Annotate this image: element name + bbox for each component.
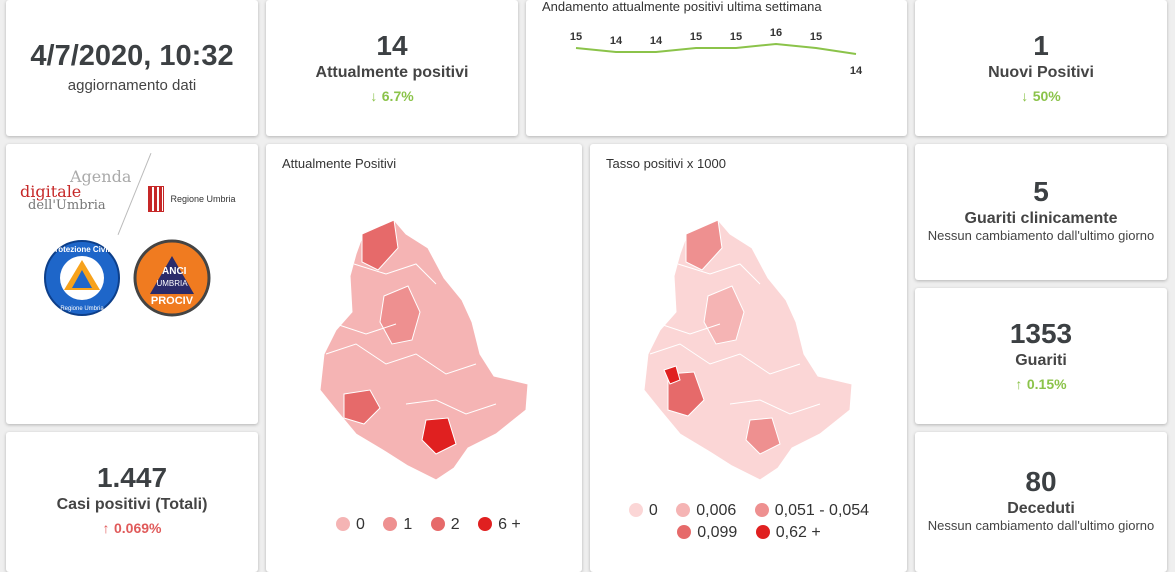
trend-card: Andamento attualmente positivi ultima se…	[526, 0, 907, 136]
arrow-down-icon: ↓	[1021, 88, 1029, 104]
current-positive-change: ↓ 6.7%	[266, 88, 518, 106]
trend-point-label: 14	[610, 35, 623, 47]
legend-item: 1	[383, 516, 412, 534]
trend-point-label: 14	[650, 35, 663, 47]
arrow-down-icon: ↓	[370, 88, 378, 104]
current-positive-change-value: 6.7%	[381, 88, 414, 104]
agenda-line2: digitale	[20, 182, 82, 201]
recovered-change-value: 0.15%	[1026, 376, 1067, 392]
recovered-clinical-value: 5	[1033, 176, 1049, 207]
map-positive-title: Attualmente Positivi	[282, 156, 397, 171]
deceased-card: 80 Deceduti Nessun cambiamento dall'ulti…	[915, 432, 1167, 572]
protezione-sub-text: Regione Umbria	[60, 306, 104, 312]
recovered-clinical-note: Nessun cambiamento dall'ultimo giorno	[927, 228, 1155, 243]
trend-title: Andamento attualmente positivi ultima se…	[542, 0, 822, 14]
agenda-digitale-logo: Agenda digitale dell'Umbria	[20, 167, 132, 213]
new-positive-label: Nuovi Positivi	[988, 64, 1094, 81]
regione-umbria-logo: Regione Umbria	[148, 186, 235, 212]
protezione-civile-logo: Protezione Civile Regione Umbria	[44, 240, 120, 316]
recovered-card: 1353 Guariti ↑ 0.15%	[915, 288, 1167, 424]
total-cases-value: 1.447	[96, 462, 168, 493]
deceased-value: 80	[1025, 466, 1057, 497]
logos-card: Agenda digitale dell'Umbria Regione Umbr…	[6, 144, 258, 424]
regione-umbria-emblem-icon	[148, 186, 164, 212]
current-positive-label: Attualmente positivi	[315, 64, 469, 81]
update-datetime: 4/7/2020, 10:32	[30, 40, 234, 72]
agenda-line3: dell'Umbria	[28, 198, 106, 213]
total-cases-card: 1.447 Casi positivi (Totali) ↑ 0.069%	[6, 432, 258, 572]
update-card: 4/7/2020, 10:32 aggiornamento dati	[6, 0, 258, 136]
recovered-label: Guariti	[1015, 352, 1067, 369]
regione-umbria-text: Regione Umbria	[170, 194, 236, 204]
trend-chart: 15 14 14 15 15 16 15 14	[570, 27, 863, 77]
recovered-change: ↑ 0.15%	[915, 376, 1167, 394]
map-positive-legend: 0 1 2 6 +	[336, 516, 535, 534]
trend-point-label: 15	[810, 31, 822, 43]
trend-point-label: 16	[770, 27, 782, 39]
anci-bottom-text: PROCIV	[151, 295, 194, 307]
arrow-up-icon: ↑	[1015, 376, 1023, 392]
recovered-value: 1353	[1009, 318, 1073, 349]
legend-item: 0,099	[677, 522, 737, 544]
update-label: aggiornamento dati	[67, 77, 197, 94]
deceased-label: Deceduti	[1007, 500, 1075, 517]
legend-item: 0,006	[676, 500, 736, 522]
total-cases-change: ↑ 0.069%	[6, 520, 258, 538]
trend-point-label: 14	[850, 65, 863, 77]
map-rate-card: Tasso positivi x 1000 0 0,006 0,051 - 0,…	[590, 144, 907, 572]
trend-point-label: 15	[730, 31, 742, 43]
umbria-map-positive[interactable]	[266, 204, 582, 504]
agenda-line1: Agenda	[70, 167, 132, 186]
trend-line	[575, 42, 857, 55]
map-positive-card: Attualmente Positivi 0 1 2 6 +	[266, 144, 582, 572]
protezione-text: Protezione Civile	[50, 245, 115, 254]
current-positive-card: 14 Attualmente positivi ↓ 6.7%	[266, 0, 518, 136]
anci-top-text: ANCI	[162, 266, 187, 277]
deceased-note: Nessun cambiamento dall'ultimo giorno	[927, 518, 1155, 533]
arrow-up-icon: ↑	[102, 520, 110, 536]
legend-item: 0	[628, 500, 658, 522]
umbria-map-rate[interactable]	[590, 204, 907, 504]
trend-point-label: 15	[690, 31, 702, 43]
anci-mid-text: UMBRIA	[156, 279, 188, 288]
trend-point-label: 15	[570, 31, 582, 43]
total-cases-label: Casi positivi (Totali)	[56, 496, 208, 513]
anci-prociv-logo: ANCI UMBRIA PROCIV	[133, 239, 211, 317]
new-positive-value: 1	[1033, 30, 1049, 61]
new-positive-change-value: 50%	[1032, 88, 1061, 104]
legend-item: 0	[336, 516, 365, 534]
legend-item: 0,62 +	[755, 522, 821, 544]
recovered-clinical-card: 5 Guariti clinicamente Nessun cambiament…	[915, 144, 1167, 280]
map-rate-legend: 0 0,006 0,051 - 0,054 0,099 0,62 +	[626, 500, 886, 544]
recovered-clinical-label: Guariti clinicamente	[964, 210, 1118, 227]
new-positive-change: ↓ 50%	[915, 88, 1167, 106]
legend-item: 2	[430, 516, 460, 534]
new-positive-card: 1 Nuovi Positivi ↓ 50%	[915, 0, 1167, 136]
legend-item: 6 +	[478, 516, 521, 534]
current-positive-value: 14	[376, 30, 408, 61]
legend-item: 0,051 - 0,054	[754, 500, 869, 522]
map-rate-title: Tasso positivi x 1000	[606, 156, 726, 171]
total-cases-change-value: 0.069%	[113, 520, 162, 536]
